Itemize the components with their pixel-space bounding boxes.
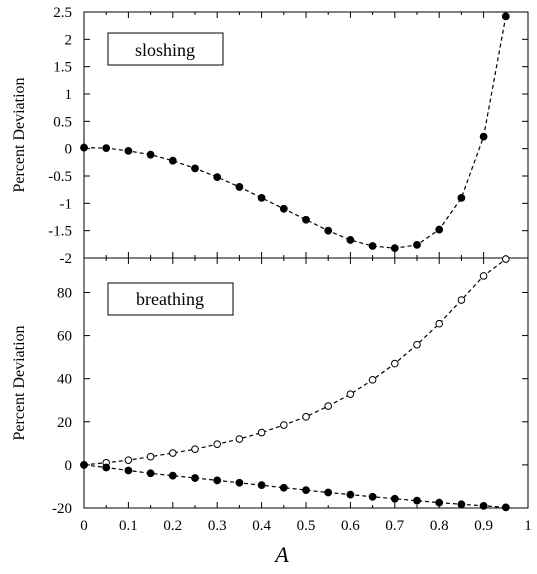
open-data-point: [124, 456, 133, 464]
x-tick-label: 1: [524, 518, 532, 534]
x-tick-label: 0.1: [119, 518, 138, 534]
y-tick-label: 80: [57, 285, 72, 301]
y-tick-label: -1.5: [48, 224, 72, 240]
panel-label-box: [107, 32, 224, 66]
open-data-point: [479, 272, 488, 280]
open-data-point: [191, 445, 199, 453]
filled-data-point: [213, 476, 222, 485]
filled-data-point: [346, 490, 355, 499]
open-data-point: [280, 421, 288, 429]
y-axis-label: Percent Deviation: [11, 77, 28, 192]
panel-label-box: [107, 282, 234, 316]
filled-data-point: [435, 225, 444, 234]
y-tick-label: -20: [52, 501, 72, 517]
filled-data-point: [479, 132, 488, 141]
filled-data-point: [324, 226, 333, 235]
open-data-point: [213, 440, 221, 449]
filled-data-point: [124, 466, 133, 475]
filled-data-point: [146, 150, 155, 159]
y-tick-label: 2: [65, 32, 73, 48]
filled-data-point: [102, 463, 111, 472]
y-tick-label: 1.5: [53, 60, 72, 76]
filled-data-point: [191, 164, 199, 173]
x-tick-label: 0.6: [341, 518, 360, 534]
y-tick-label: 40: [57, 372, 72, 388]
open-data-point: [502, 255, 510, 263]
filled-data-point: [102, 144, 111, 153]
x-axis-title: A: [273, 542, 289, 567]
y-tick-label: 60: [57, 329, 72, 345]
filled-data-point: [80, 460, 88, 469]
y-tick-label: 2.5: [53, 5, 72, 21]
y-tick-label: -2: [60, 251, 73, 267]
filled-data-point: [368, 242, 377, 250]
x-tick-label: 0.3: [208, 518, 227, 534]
filled-data-point: [124, 146, 133, 155]
panel-label: breathing: [136, 289, 204, 309]
filled-data-point: [302, 486, 310, 495]
filled-data-point: [302, 215, 310, 224]
y-tick-label: 0: [65, 142, 73, 158]
y-tick-label: 1: [65, 87, 73, 103]
filled-data-point: [146, 469, 155, 478]
open-data-point: [146, 452, 155, 461]
open-data-point: [346, 390, 355, 399]
open-data-point: [257, 428, 266, 437]
filled-data-point: [324, 488, 333, 497]
open-data-point: [413, 340, 421, 349]
filled-data-point: [279, 204, 288, 213]
filled-data-point: [279, 483, 288, 492]
filled-data-point: [80, 143, 88, 152]
y-tick-label: 20: [57, 415, 72, 431]
filled-data-point: [413, 240, 421, 249]
filled-data-point: [390, 244, 399, 253]
filled-data-point: [191, 474, 199, 482]
breathing-panel: 0 0.1 0.2 0.3 0.4 0.5 0.6 0.7 0.8 0.9 1 80 60 40 20 0 -2…: [11, 255, 532, 534]
filled-data-point: [501, 503, 510, 512]
x-tick-label: 0.8: [430, 518, 449, 534]
open-data-point: [457, 296, 466, 304]
filled-data-point: [235, 478, 244, 487]
x-tick-label: 0.9: [474, 518, 493, 534]
y-tick-label: 0.5: [53, 114, 72, 130]
filled-data-point: [346, 236, 355, 244]
open-data-point: [368, 375, 377, 384]
open-data-point: [435, 319, 444, 328]
filled-data-point: [213, 173, 222, 181]
panel-label: sloshing: [135, 40, 195, 60]
filled-data-point: [501, 12, 510, 21]
filled-data-point: [168, 471, 177, 480]
x-tick-label: 0.2: [163, 518, 182, 534]
filled-data-point: [235, 183, 244, 191]
filled-data-point: [168, 156, 177, 165]
y-tick-label: -1: [60, 196, 73, 212]
y-tick-label: 0: [65, 458, 73, 474]
open-data-point: [302, 413, 310, 421]
y-tick-label: -0.5: [48, 169, 72, 185]
filled-data-point: [457, 500, 466, 509]
filled-data-point: [435, 498, 444, 507]
filled-data-point: [457, 193, 466, 202]
x-tick-label: 0.4: [252, 518, 271, 534]
open-data-point: [391, 359, 399, 368]
y-axis-label: Percent Deviation: [11, 325, 28, 440]
x-tick-label: 0.5: [297, 518, 316, 534]
open-data-point: [169, 449, 177, 457]
open-data-point: [235, 435, 244, 443]
x-tick-label: 0: [80, 518, 88, 534]
open-data-point: [324, 402, 333, 410]
filled-data-point: [257, 193, 266, 202]
filled-data-point: [390, 494, 399, 503]
filled-data-point: [257, 481, 266, 490]
filled-data-point: [368, 492, 377, 501]
x-tick-label: 0.7: [385, 518, 404, 534]
filled-data-point: [413, 496, 421, 505]
sloshing-panel: 2.5 2 1.5 1 0.5 0 -0.5 -1 -1.5 -2 Percent Deviatio…: [11, 5, 529, 267]
filled-data-point: [479, 501, 488, 510]
